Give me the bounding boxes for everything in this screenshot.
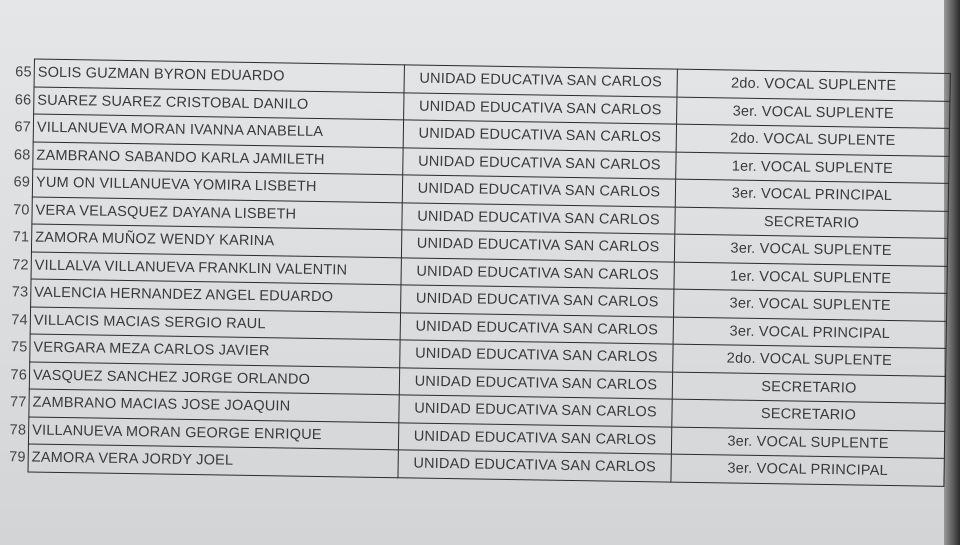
row-number: 75 bbox=[10, 339, 28, 356]
school-name: UNIDAD EDUCATIVA SAN CARLOS bbox=[401, 229, 675, 262]
row-number: 68 bbox=[13, 146, 31, 164]
member-name: ZAMORA VERA JORDY JOEL bbox=[28, 443, 399, 478]
member-role: SECRETARIO bbox=[671, 399, 946, 431]
member-role: 2do. VOCAL SUPLENTE bbox=[672, 344, 947, 376]
school-name: UNIDAD EDUCATIVA SAN CARLOS bbox=[398, 394, 673, 427]
member-role: 3er. VOCAL PRINCIPAL bbox=[673, 316, 947, 349]
school-name: UNIDAD EDUCATIVA SAN CARLOS bbox=[403, 119, 677, 152]
document-sheet: 65 SOLIS GUZMAN BYRON EDUARDO UNIDAD EDUCA… bbox=[0, 58, 960, 487]
member-role: 2do. VOCAL SUPLENTE bbox=[676, 69, 951, 101]
school-name: UNIDAD EDUCATIVA SAN CARLOS bbox=[403, 92, 677, 125]
school-name: UNIDAD EDUCATIVA SAN CARLOS bbox=[404, 64, 678, 97]
row-number: 74 bbox=[11, 311, 29, 329]
school-name: UNIDAD EDUCATIVA SAN CARLOS bbox=[401, 202, 676, 235]
school-name: UNIDAD EDUCATIVA SAN CARLOS bbox=[402, 147, 677, 180]
member-role: 3er. VOCAL SUPLENTE bbox=[676, 96, 950, 129]
members-table: 65 SOLIS GUZMAN BYRON EDUARDO UNIDAD EDUCA… bbox=[0, 58, 951, 486]
school-name: UNIDAD EDUCATIVA SAN CARLOS bbox=[399, 339, 674, 372]
row-number: 66 bbox=[14, 91, 32, 109]
row-number: 79 bbox=[9, 449, 26, 466]
member-role: 1er. VOCAL SUPLENTE bbox=[673, 261, 948, 294]
member-role: 3er. VOCAL SUPLENTE bbox=[674, 234, 948, 266]
school-name: UNIDAD EDUCATIVA SAN CARLOS bbox=[398, 422, 672, 455]
school-name: UNIDAD EDUCATIVA SAN CARLOS bbox=[397, 449, 672, 482]
member-role: 2do. VOCAL SUPLENTE bbox=[676, 124, 950, 156]
page-edge-shadow bbox=[944, 0, 960, 545]
school-name: UNIDAD EDUCATIVA SAN CARLOS bbox=[402, 174, 676, 207]
member-role: 3er. VOCAL SUPLENTE bbox=[671, 426, 945, 459]
row-number: 77 bbox=[9, 394, 27, 411]
member-role: SECRETARIO bbox=[672, 371, 946, 404]
row-number: 70 bbox=[12, 201, 30, 219]
row-number: 72 bbox=[12, 256, 29, 274]
row-number: 71 bbox=[12, 229, 30, 246]
member-role: 3er. VOCAL SUPLENTE bbox=[673, 289, 947, 321]
row-number: 69 bbox=[13, 174, 31, 191]
school-name: UNIDAD EDUCATIVA SAN CARLOS bbox=[400, 284, 674, 317]
member-role: SECRETARIO bbox=[674, 206, 949, 239]
row-number: 76 bbox=[10, 366, 28, 384]
row-number: 78 bbox=[9, 421, 27, 439]
school-name: UNIDAD EDUCATIVA SAN CARLOS bbox=[400, 312, 674, 345]
member-role: 3er. VOCAL PRINCIPAL bbox=[670, 454, 945, 486]
row-number: 67 bbox=[14, 119, 32, 136]
school-name: UNIDAD EDUCATIVA SAN CARLOS bbox=[400, 257, 675, 290]
row-number: 73 bbox=[11, 284, 29, 301]
member-role: 1er. VOCAL SUPLENTE bbox=[675, 151, 950, 184]
school-name: UNIDAD EDUCATIVA SAN CARLOS bbox=[399, 367, 673, 400]
member-role: 3er. VOCAL PRINCIPAL bbox=[675, 179, 949, 211]
row-number: 65 bbox=[15, 64, 32, 81]
